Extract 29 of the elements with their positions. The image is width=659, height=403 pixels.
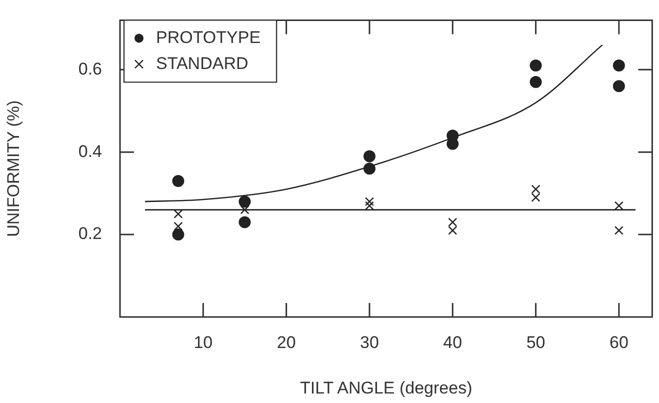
y-axis-title: UNIFORMITY (%) [4, 100, 23, 237]
y-tick-label: 0.2 [78, 224, 102, 244]
point [530, 76, 542, 88]
y-tick-label: 0.4 [78, 142, 102, 161]
point [530, 60, 542, 72]
legend-label: STANDARD [156, 54, 248, 73]
point [363, 150, 376, 162]
x-tick-label: 20 [276, 332, 296, 352]
point [612, 80, 625, 92]
x-axis-title: TILT ANGLE (degrees) [300, 378, 472, 398]
legend-label: PROTOTYPE [156, 28, 261, 47]
x-tick-label: 10 [194, 332, 213, 352]
x-tick-label: 30 [360, 332, 379, 352]
point [238, 196, 251, 208]
y-tick-label: 0.6 [78, 59, 102, 78]
x-tick-label: 50 [526, 332, 546, 352]
x-tick-label: 60 [609, 332, 628, 352]
point [238, 216, 251, 228]
point [612, 60, 625, 72]
point [614, 226, 624, 235]
point [364, 197, 374, 206]
point [364, 201, 374, 210]
point [240, 205, 250, 214]
point [174, 222, 183, 231]
point [363, 162, 376, 175]
point [172, 228, 184, 241]
x-tick-label: 40 [443, 332, 462, 352]
point [614, 201, 624, 210]
point [172, 174, 184, 187]
